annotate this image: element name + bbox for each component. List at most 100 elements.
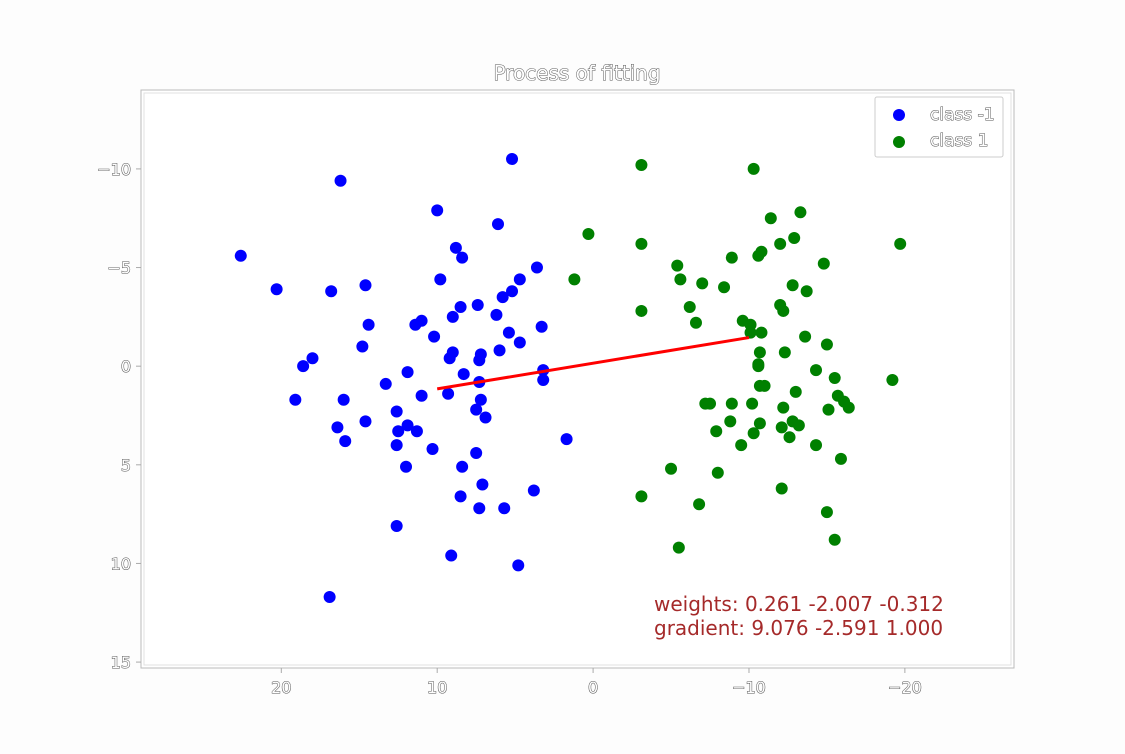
data-point xyxy=(783,431,796,444)
legend-marker-class-1 xyxy=(893,136,905,148)
y-tick-label: −5 xyxy=(107,259,131,278)
data-point xyxy=(530,261,543,274)
data-point xyxy=(635,158,648,171)
data-point xyxy=(498,502,511,515)
data-point xyxy=(777,304,790,317)
data-point xyxy=(392,425,405,438)
data-point xyxy=(822,403,835,416)
data-point xyxy=(752,360,765,373)
data-point xyxy=(764,212,777,225)
data-point xyxy=(270,283,283,296)
data-point xyxy=(356,340,369,353)
legend-box xyxy=(874,96,1004,158)
data-point xyxy=(334,174,347,187)
data-point xyxy=(820,338,833,351)
data-point xyxy=(431,204,444,217)
data-point xyxy=(379,377,392,390)
data-point xyxy=(665,462,678,475)
data-point xyxy=(886,373,899,386)
data-point xyxy=(325,285,338,298)
plot-area xyxy=(140,89,1015,669)
data-point xyxy=(359,415,372,428)
data-point xyxy=(711,466,724,479)
data-point xyxy=(401,366,414,379)
data-point xyxy=(758,379,771,392)
data-point xyxy=(724,415,737,428)
data-point xyxy=(323,590,336,603)
plot-area-inner-border xyxy=(143,92,1012,666)
data-point xyxy=(456,460,469,473)
data-point xyxy=(443,352,456,365)
data-point xyxy=(635,237,648,250)
data-point xyxy=(512,559,525,572)
data-point xyxy=(582,228,595,241)
data-point xyxy=(725,397,738,410)
chart-title: Process of fitting xyxy=(493,61,660,85)
data-point xyxy=(788,231,801,244)
data-point xyxy=(513,273,526,286)
data-point xyxy=(390,519,403,532)
data-point xyxy=(755,245,768,258)
y-tick-label: 0 xyxy=(121,357,131,376)
data-point xyxy=(820,506,833,519)
weights-line: weights: 0.261 -2.007 -0.312 xyxy=(654,592,944,616)
y-tick-label: 15 xyxy=(111,653,131,672)
data-point xyxy=(390,405,403,418)
gradient-line: gradient: 9.076 -2.591 1.000 xyxy=(654,616,943,640)
data-point xyxy=(337,393,350,406)
data-point xyxy=(755,326,768,339)
data-point xyxy=(635,490,648,503)
data-point xyxy=(786,279,799,292)
data-point xyxy=(747,427,760,440)
data-point xyxy=(297,360,310,373)
data-point xyxy=(359,279,372,292)
data-point xyxy=(674,273,687,286)
axes-frame xyxy=(140,89,1015,669)
data-point xyxy=(473,354,486,367)
data-point xyxy=(339,435,352,448)
data-point xyxy=(672,541,685,554)
data-point xyxy=(693,498,706,511)
data-point xyxy=(710,425,723,438)
data-point xyxy=(446,310,459,323)
data-point xyxy=(493,344,506,357)
data-point xyxy=(568,273,581,286)
data-point xyxy=(457,368,470,381)
data-point xyxy=(415,389,428,402)
data-point xyxy=(479,411,492,424)
data-point xyxy=(449,241,462,254)
legend-label-class-neg1: class -1 xyxy=(930,105,995,125)
legend-marker-class-neg1 xyxy=(893,109,905,121)
data-point xyxy=(777,401,790,414)
data-point xyxy=(537,373,550,386)
data-point xyxy=(306,352,319,365)
data-point xyxy=(775,482,788,495)
x-tick-label: 10 xyxy=(427,678,447,697)
data-point xyxy=(894,237,907,250)
fit-line-layer xyxy=(436,336,750,391)
data-point xyxy=(234,249,247,262)
data-point xyxy=(490,308,503,321)
data-point xyxy=(470,403,483,416)
data-point xyxy=(842,401,855,414)
weights-annotation: weights: 0.261 -2.007 -0.312 gradient: 9… xyxy=(654,592,944,640)
data-point xyxy=(735,439,748,452)
data-points xyxy=(234,153,907,603)
legend-label-class-1: class 1 xyxy=(930,131,988,151)
data-point xyxy=(289,393,302,406)
x-axis-ticks: 20 10 0 −10 −20 xyxy=(271,668,922,698)
data-point xyxy=(828,372,841,385)
data-point xyxy=(810,439,823,452)
x-tick-label: 20 xyxy=(271,678,291,697)
data-point xyxy=(746,397,759,410)
data-point xyxy=(704,397,717,410)
data-point xyxy=(496,291,509,304)
legend: class -1 class 1 xyxy=(874,96,1004,158)
data-point xyxy=(506,285,519,298)
y-axis-ticks: −10 −5 0 5 10 15 xyxy=(97,159,141,673)
data-point xyxy=(689,316,702,329)
data-point xyxy=(491,218,504,231)
data-point xyxy=(810,364,823,377)
data-point xyxy=(792,419,805,432)
